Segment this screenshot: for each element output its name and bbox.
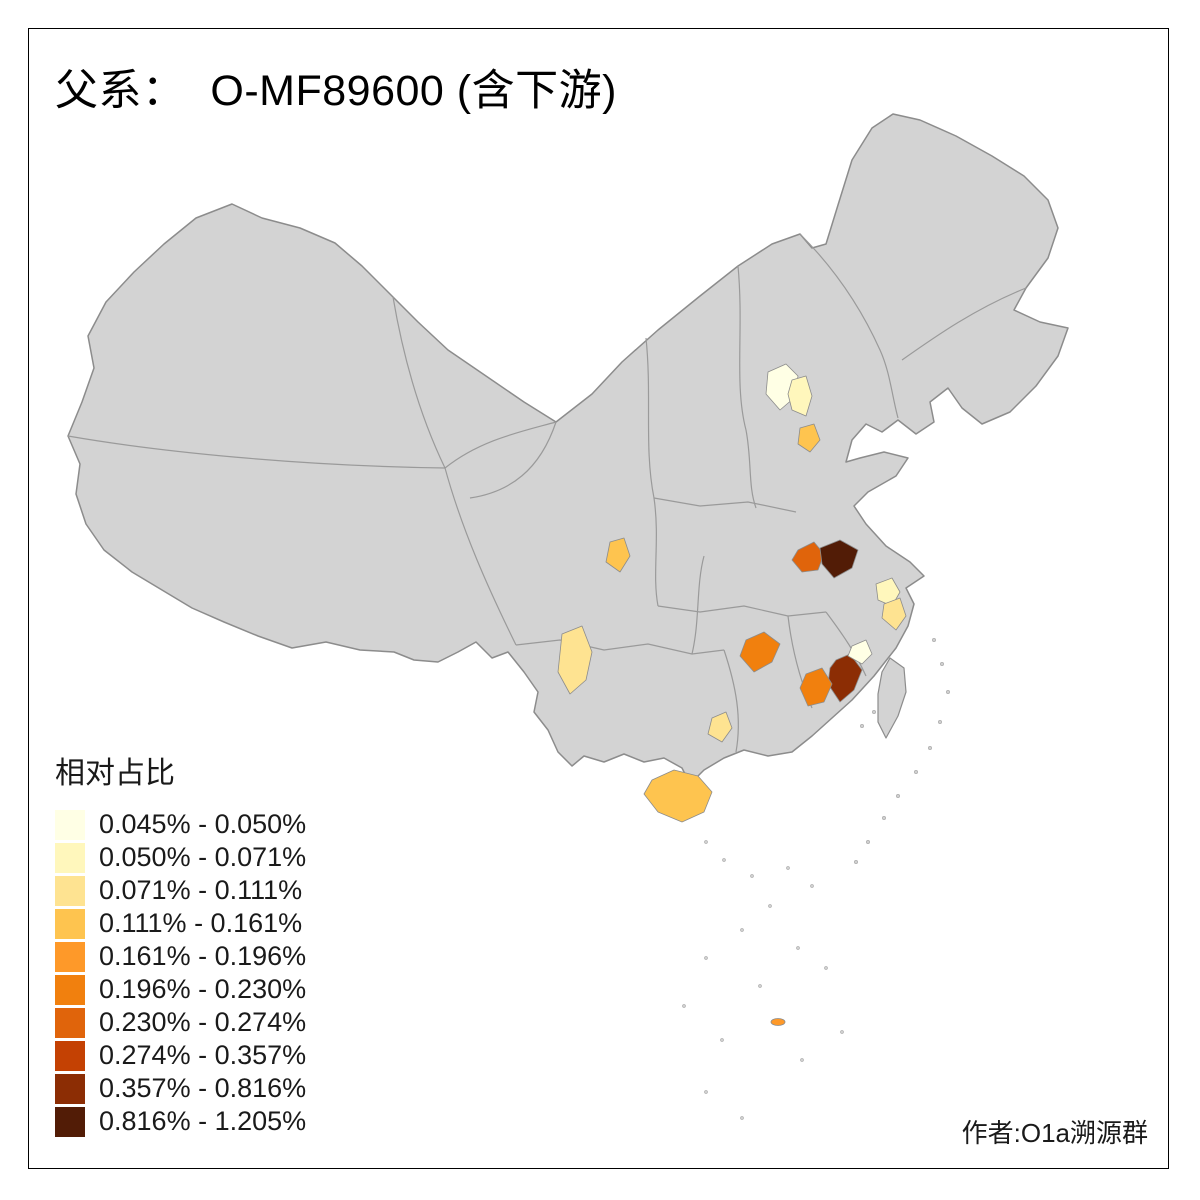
legend-swatch xyxy=(55,908,85,939)
legend-label: 0.050% - 0.071% xyxy=(99,842,307,872)
legend-row: 0.050% - 0.071% xyxy=(55,841,306,874)
region-hubei-east xyxy=(791,541,825,573)
region-yunnan-central xyxy=(557,625,593,695)
region-south-china-sea-islet xyxy=(770,1018,786,1026)
legend-title: 相对占比 xyxy=(55,757,175,790)
region-zhejiang-north-coast xyxy=(875,577,901,607)
legend-label: 0.071% - 0.111% xyxy=(99,875,303,905)
legend-label: 0.357% - 0.816% xyxy=(99,1073,307,1103)
legend-swatch xyxy=(55,941,85,972)
legend-row: 0.161% - 0.196% xyxy=(55,940,306,973)
region-tianjin-south xyxy=(797,423,821,453)
legend-swatch xyxy=(55,875,85,906)
legend-row: 0.111% - 0.161% xyxy=(55,907,306,940)
legend-swatch xyxy=(55,1007,85,1038)
legend-row: 0.230% - 0.274% xyxy=(55,1006,306,1039)
legend-row: 0.357% - 0.816% xyxy=(55,1072,306,1105)
taiwan-island xyxy=(877,657,907,739)
legend-label: 0.045% - 0.050% xyxy=(99,809,307,839)
legend-row: 0.071% - 0.111% xyxy=(55,874,306,907)
choropleth-regions xyxy=(557,363,907,1026)
legend-label: 0.111% - 0.161% xyxy=(99,908,303,938)
legend-label: 0.230% - 0.274% xyxy=(99,1007,307,1037)
china-mainland xyxy=(67,113,1069,785)
legend-label: 0.196% - 0.230% xyxy=(99,974,307,1004)
legend-swatch xyxy=(55,1106,85,1137)
legend-label: 0.161% - 0.196% xyxy=(99,941,307,971)
legend-swatch xyxy=(55,1073,85,1104)
legend-label: 0.274% - 0.357% xyxy=(99,1040,307,1070)
legend-swatch xyxy=(55,809,85,840)
legend-swatch xyxy=(55,974,85,1005)
legend-row: 0.816% - 1.205% xyxy=(55,1105,306,1138)
legend-row: 0.274% - 0.357% xyxy=(55,1039,306,1072)
region-beijing-southeast xyxy=(787,375,813,417)
author-credit: 作者:O1a溯源群 xyxy=(961,1118,1148,1148)
region-fujian-fuzhou xyxy=(847,639,873,665)
region-anhui-southwest xyxy=(819,539,859,579)
region-hainan-island xyxy=(643,769,713,823)
legend-swatch xyxy=(55,1040,85,1071)
legend-row: 0.045% - 0.050% xyxy=(55,808,306,841)
legend-swatch xyxy=(55,842,85,873)
region-hunan-west xyxy=(739,631,781,673)
legend-label: 0.816% - 1.205% xyxy=(99,1106,307,1136)
small-islands xyxy=(682,637,951,1120)
region-guangdong-east xyxy=(707,711,733,743)
province-borders xyxy=(67,233,1027,753)
legend-row: 0.196% - 0.230% xyxy=(55,973,306,1006)
region-sichuan-central xyxy=(605,537,631,573)
region-fujian-zhangzhou xyxy=(799,667,833,707)
page-title: 父系： O-MF89600 (含下游) xyxy=(55,67,617,115)
region-zhejiang-south-coast xyxy=(881,597,907,631)
legend: 相对占比 0.045% - 0.050% 0.050% - 0.071% 0.0… xyxy=(55,748,306,1138)
